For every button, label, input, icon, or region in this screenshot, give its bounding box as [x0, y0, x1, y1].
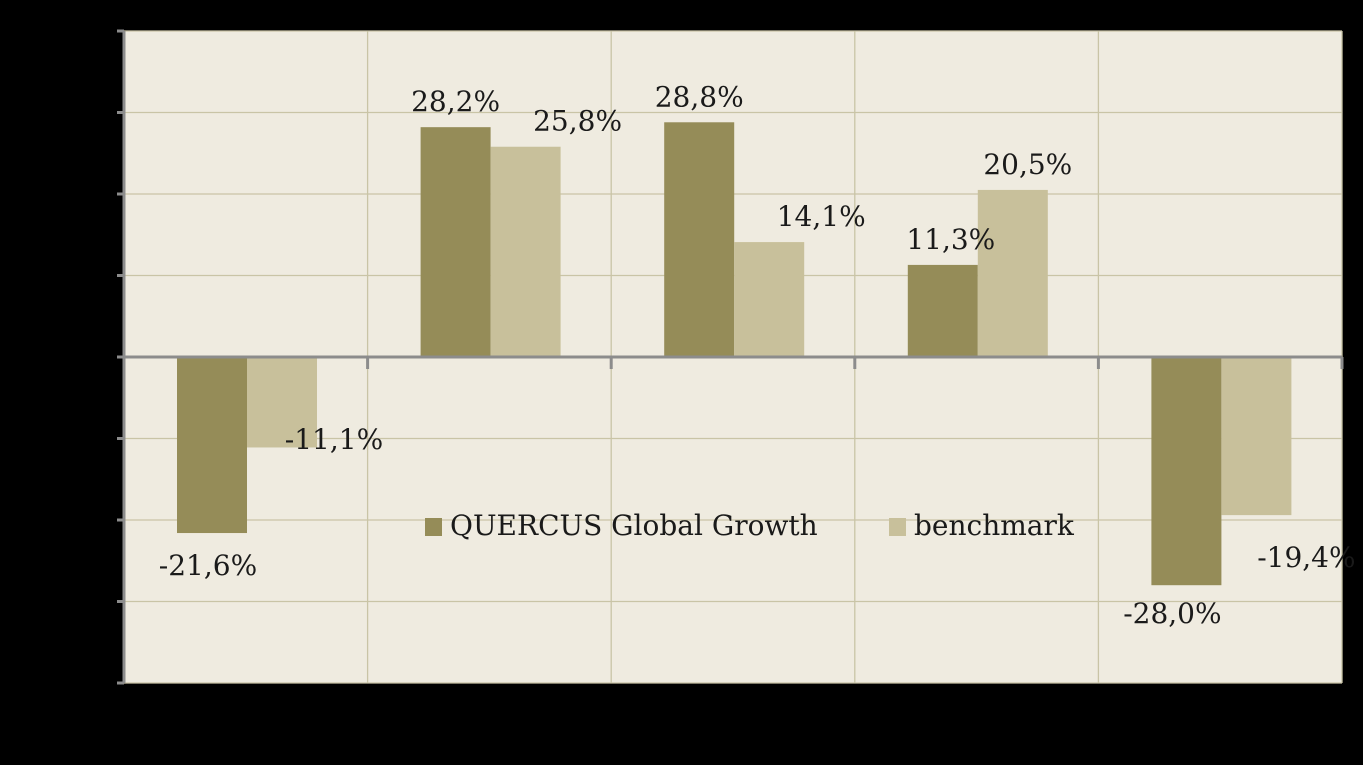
- data-label-series-0-cat-4: -28,0%: [1123, 597, 1221, 630]
- legend-label-benchmark: benchmark: [914, 509, 1075, 542]
- data-label-series-1-cat-3: 20,5%: [983, 148, 1072, 181]
- legend-label-quercus: QUERCUS Global Growth: [450, 509, 818, 542]
- data-label-series-1-cat-4: -19,4%: [1257, 541, 1355, 574]
- data-label-series-0-cat-1: 28,2%: [411, 85, 500, 118]
- bar-series-0-cat-0: [177, 357, 247, 534]
- bar-series-1-cat-0: [247, 357, 317, 448]
- legend-item-quercus: QUERCUS Global Growth: [425, 509, 818, 542]
- bar-series-1-cat-2: [734, 242, 805, 357]
- bar-series-1-cat-3: [977, 189, 1048, 357]
- bars: [177, 122, 1292, 586]
- bar-series-0-cat-3: [907, 264, 978, 357]
- legend-item-benchmark: benchmark: [889, 509, 1075, 542]
- legend: QUERCUS Global Growth benchmark: [425, 509, 1075, 542]
- bar-series-0-cat-1: [420, 127, 491, 357]
- bar-series-1-cat-4: [1221, 357, 1292, 516]
- bar-series-1-cat-1: [490, 146, 561, 357]
- data-label-series-0-cat-0: -21,6%: [159, 549, 257, 582]
- data-label-series-1-cat-0: -11,1%: [285, 423, 383, 456]
- bar-series-0-cat-4: [1151, 357, 1222, 586]
- legend-swatch-benchmark: [889, 518, 906, 536]
- axes: [117, 29, 1344, 685]
- data-label-series-1-cat-1: 25,8%: [533, 105, 622, 138]
- bar-series-0-cat-2: [664, 122, 735, 357]
- data-label-series-1-cat-2: 14,1%: [777, 200, 866, 233]
- legend-swatch-quercus: [425, 518, 442, 536]
- data-labels: -21,6% 28,2% 28,8% 11,3% -28,0% -11,1% 25,8% 14…: [159, 80, 1356, 630]
- data-label-series-0-cat-2: 28,8%: [655, 80, 744, 113]
- data-label-series-0-cat-3: 11,3%: [906, 223, 995, 256]
